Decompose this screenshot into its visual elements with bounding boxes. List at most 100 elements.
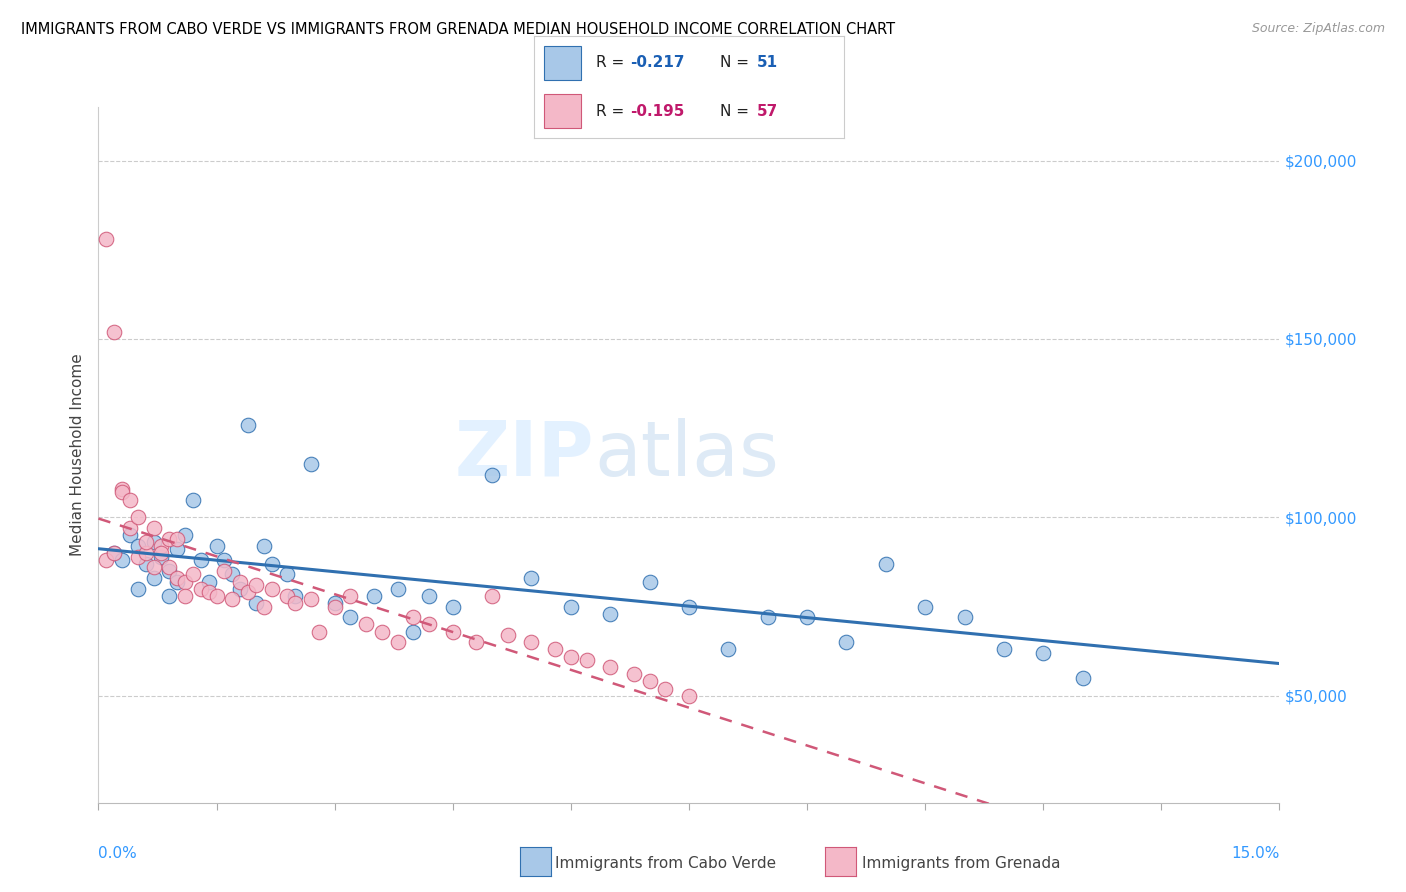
Point — [276, 589, 298, 603]
Point — [560, 599, 582, 614]
Point — [914, 599, 936, 614]
Point — [229, 582, 252, 596]
Point — [623, 667, 645, 681]
Point — [520, 635, 543, 649]
Text: Immigrants from Grenada: Immigrants from Grenada — [862, 856, 1060, 871]
Text: N =: N = — [720, 55, 754, 70]
Point — [1071, 671, 1094, 685]
Point — [166, 532, 188, 546]
Point — [111, 482, 134, 496]
Text: IMMIGRANTS FROM CABO VERDE VS IMMIGRANTS FROM GRENADA MEDIAN HOUSEHOLD INCOME CO: IMMIGRANTS FROM CABO VERDE VS IMMIGRANTS… — [21, 22, 896, 37]
Point — [678, 689, 700, 703]
Point — [1032, 646, 1054, 660]
Point — [339, 610, 361, 624]
Point — [308, 624, 330, 639]
Text: -0.217: -0.217 — [630, 55, 685, 70]
Point — [284, 596, 307, 610]
Point — [284, 589, 307, 603]
Text: atlas: atlas — [595, 418, 779, 491]
Text: ZIP: ZIP — [456, 418, 595, 491]
Point — [253, 599, 276, 614]
Point — [575, 653, 598, 667]
Point — [441, 599, 464, 614]
Point — [245, 596, 267, 610]
Point — [142, 535, 165, 549]
Point — [323, 599, 346, 614]
Point — [993, 642, 1015, 657]
Point — [135, 557, 157, 571]
Y-axis label: Median Household Income: Median Household Income — [69, 353, 84, 557]
Point — [221, 592, 243, 607]
Text: N =: N = — [720, 103, 754, 119]
Point — [236, 585, 259, 599]
Point — [174, 528, 197, 542]
Point — [245, 578, 267, 592]
Text: Source: ZipAtlas.com: Source: ZipAtlas.com — [1251, 22, 1385, 36]
Point — [544, 642, 567, 657]
Point — [638, 574, 661, 589]
Point — [96, 553, 118, 567]
Point — [260, 557, 283, 571]
Point — [276, 567, 298, 582]
Point — [875, 557, 897, 571]
Point — [118, 521, 141, 535]
Point — [142, 560, 165, 574]
Point — [150, 539, 173, 553]
Point — [363, 589, 385, 603]
Point — [190, 582, 212, 596]
Point — [441, 624, 464, 639]
Point — [481, 467, 503, 482]
Point — [756, 610, 779, 624]
Point — [418, 589, 440, 603]
Point — [835, 635, 858, 649]
Point — [599, 660, 621, 674]
Point — [638, 674, 661, 689]
Point — [387, 582, 409, 596]
Point — [142, 571, 165, 585]
Point — [197, 585, 219, 599]
Point — [118, 528, 141, 542]
Point — [560, 649, 582, 664]
Point — [796, 610, 818, 624]
Point — [520, 571, 543, 585]
Text: 0.0%: 0.0% — [98, 846, 138, 861]
Point — [229, 574, 252, 589]
Point — [678, 599, 700, 614]
Point — [953, 610, 976, 624]
Point — [157, 589, 180, 603]
Point — [197, 574, 219, 589]
Point — [190, 553, 212, 567]
Point — [103, 325, 125, 339]
Point — [157, 564, 180, 578]
Point — [371, 624, 394, 639]
Point — [253, 539, 276, 553]
Point — [402, 610, 425, 624]
Point — [174, 574, 197, 589]
Point — [166, 574, 188, 589]
Text: 15.0%: 15.0% — [1232, 846, 1279, 861]
Point — [142, 521, 165, 535]
Point — [260, 582, 283, 596]
Point — [150, 549, 173, 564]
Point — [387, 635, 409, 649]
Bar — [544, 95, 581, 128]
Point — [339, 589, 361, 603]
Point — [299, 592, 322, 607]
Text: R =: R = — [596, 103, 630, 119]
Point — [118, 492, 141, 507]
Point — [166, 542, 188, 557]
Point — [135, 535, 157, 549]
Point — [299, 457, 322, 471]
Point — [174, 589, 197, 603]
Point — [103, 546, 125, 560]
Point — [150, 546, 173, 560]
Point — [205, 589, 228, 603]
Point — [127, 539, 149, 553]
Text: -0.195: -0.195 — [630, 103, 685, 119]
Point — [717, 642, 740, 657]
Point — [127, 510, 149, 524]
Point — [418, 617, 440, 632]
Text: R =: R = — [596, 55, 630, 70]
Text: Immigrants from Cabo Verde: Immigrants from Cabo Verde — [555, 856, 776, 871]
Point — [599, 607, 621, 621]
